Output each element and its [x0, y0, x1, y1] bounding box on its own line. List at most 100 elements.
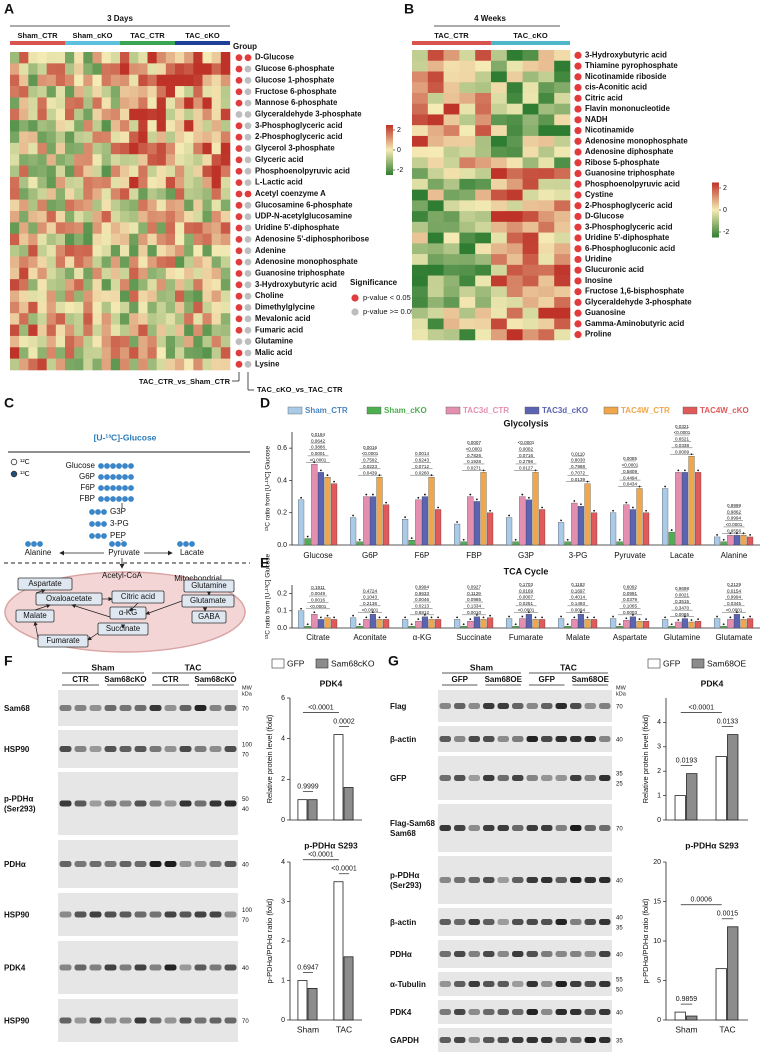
heatmap-cell: [443, 178, 460, 190]
metabolite-label: Thiamine pyrophosphate: [585, 61, 678, 70]
bar: [311, 614, 318, 629]
band: [468, 877, 480, 883]
significance-dot: [235, 76, 243, 84]
heatmap-cell: [147, 188, 157, 200]
blot-label: Flag-Sam68: [390, 819, 435, 828]
heatmap-cell: [120, 142, 130, 155]
heatmap-cell: [165, 211, 176, 223]
legend-label: TAC3d_CTR: [463, 406, 509, 415]
heatmap-cell: [19, 188, 29, 200]
blot: [58, 730, 238, 768]
heatmap-cell: [459, 329, 476, 341]
heatmap-cell: [220, 290, 231, 303]
heatmap-cell: [55, 154, 66, 166]
band: [89, 861, 102, 867]
heatmap-cell: [459, 189, 476, 201]
heatmap-cell: [74, 222, 84, 235]
heatmap-cell: [175, 313, 185, 325]
band: [104, 1017, 117, 1024]
metabolite-label: NADH: [585, 115, 608, 124]
heatmap-cell: [110, 279, 121, 291]
heatmap-cell: [184, 233, 194, 246]
scale-label: 0: [723, 207, 727, 214]
heatmap-cell: [101, 335, 112, 348]
blot: [58, 893, 238, 936]
heatmap-cell: [554, 307, 571, 319]
heatmap-cell: [412, 211, 429, 223]
heatmap-cell: [491, 125, 508, 137]
band: [179, 746, 192, 752]
y-tick-label: 0.0: [277, 625, 287, 632]
heatmap-cell: [37, 63, 47, 76]
legend-label: GFP: [663, 658, 681, 668]
bar: [350, 617, 357, 629]
heatmap-cell: [101, 142, 112, 155]
heatmap-cell: [156, 279, 167, 291]
heatmap-cell: [491, 71, 508, 83]
heatmap-cell: [147, 86, 157, 98]
data-point: [749, 615, 751, 618]
significance-dot: [244, 190, 252, 198]
heatmap-cell: [37, 267, 47, 280]
bar: [623, 504, 630, 546]
heatmap-cell: [92, 52, 102, 64]
heatmap-cell: [427, 200, 444, 212]
band: [468, 981, 480, 987]
bar: [304, 626, 311, 629]
heatmap-cell: [37, 233, 47, 246]
heatmap-cell: [28, 63, 38, 76]
heatmap-cell: [74, 199, 84, 212]
heatmap-cell: [46, 233, 57, 246]
heatmap-cell: [101, 324, 112, 337]
heatmap-cell: [459, 307, 476, 319]
heatmap-cell: [193, 347, 203, 359]
heatmap-cell: [110, 142, 121, 155]
heatmap-cell: [427, 103, 444, 115]
heatmap-cell: [28, 211, 38, 223]
heatmap-cell: [538, 297, 555, 309]
band: [179, 1017, 192, 1024]
metabolite-label: 3-Phosphoglyceric acid: [585, 222, 673, 231]
heatmap-cell: [538, 146, 555, 158]
band: [454, 775, 466, 781]
heatmap-cell: [427, 168, 444, 180]
bar: [714, 618, 721, 629]
heatmap-cell: [193, 279, 203, 291]
significance-dot: [235, 88, 243, 96]
heatmap-cell: [55, 290, 66, 303]
bar: [584, 483, 591, 546]
mw-label: 40: [242, 966, 249, 972]
band: [570, 703, 582, 709]
band: [555, 825, 567, 831]
heatmap-cell: [28, 176, 38, 189]
heatmap-cell: [427, 71, 444, 83]
heatmap-cell: [156, 154, 167, 166]
metabolite-label: Flavin mononucleotide: [585, 104, 671, 113]
band: [179, 861, 192, 867]
x-tick-label: G3P: [518, 551, 534, 560]
heatmap-cell: [129, 256, 139, 269]
heatmap-cell: [101, 154, 112, 166]
heatmap-cell: [506, 264, 523, 276]
heatmap-cell: [443, 125, 460, 137]
heatmap-cell: [92, 154, 102, 166]
data-point: [560, 519, 562, 522]
p-value: 0.9859: [676, 996, 698, 1003]
heatmap-cell: [101, 256, 112, 269]
band: [149, 1017, 162, 1024]
bar: [363, 496, 370, 546]
y-tick-label: 1: [281, 977, 285, 984]
legend-swatch: [603, 406, 619, 415]
heatmap-cell: [101, 165, 112, 178]
heatmap-cell: [506, 307, 523, 319]
carbon-dot: [31, 541, 37, 547]
x-tick-label: Glucose: [303, 551, 333, 560]
heatmap-cell: [184, 165, 194, 178]
panel-label: D: [260, 395, 270, 411]
band: [526, 919, 538, 925]
heatmap-cell: [211, 222, 222, 235]
heatmap-cell: [129, 301, 139, 314]
heatmap-cell: [175, 358, 185, 371]
heatmap-cell: [110, 108, 121, 121]
heatmap-cell: [46, 347, 57, 359]
